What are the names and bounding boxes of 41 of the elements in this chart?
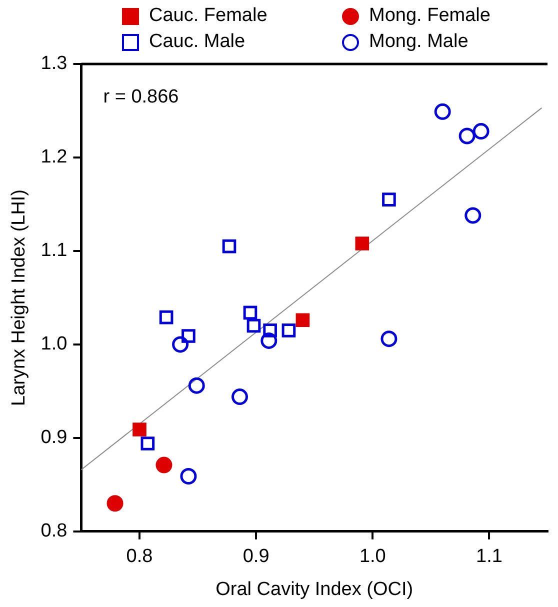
legend-label: Cauc. Male — [149, 31, 246, 53]
point — [382, 192, 396, 206]
point — [182, 329, 196, 343]
point — [434, 103, 451, 120]
y-tick-label: 1.2 — [40, 146, 68, 168]
x-tick-label: 0.8 — [126, 546, 153, 568]
point — [140, 436, 155, 450]
x-tick-label: 1.1 — [476, 546, 502, 568]
point — [355, 236, 370, 250]
y-tick-label: 0.9 — [40, 427, 68, 448]
point — [472, 123, 490, 140]
y-tick-label: 1.0 — [40, 334, 68, 355]
point — [380, 330, 398, 348]
point — [243, 306, 258, 320]
y-tick-label: 1.3 — [40, 53, 68, 74]
point — [159, 310, 174, 324]
point — [464, 207, 482, 224]
point — [222, 239, 236, 254]
point — [172, 336, 189, 353]
point — [180, 468, 197, 484]
x-tick-label: 1.0 — [359, 546, 386, 568]
annotation: r = 0.866 — [103, 86, 179, 108]
point — [106, 495, 124, 512]
point — [156, 456, 172, 474]
y-axis-title: Larynx Height Index (LHI) — [8, 189, 30, 406]
point — [246, 318, 261, 333]
point — [132, 422, 146, 436]
y-tick-label: 1.1 — [40, 240, 68, 262]
y-tick-label: 0.8 — [40, 520, 68, 542]
point — [260, 332, 278, 349]
legend-label: Cauc. Female — [149, 5, 268, 27]
point — [296, 313, 310, 328]
point — [282, 324, 296, 338]
point — [232, 388, 248, 406]
point — [188, 377, 205, 394]
point — [458, 128, 476, 144]
x-axis-title: Oral Cavity Index (OCI) — [216, 578, 414, 600]
legend-label: Mong. Male — [369, 31, 468, 53]
point — [263, 324, 277, 338]
legend-label: Mong. Female — [369, 5, 490, 27]
x-tick-label: 0.9 — [242, 546, 270, 568]
